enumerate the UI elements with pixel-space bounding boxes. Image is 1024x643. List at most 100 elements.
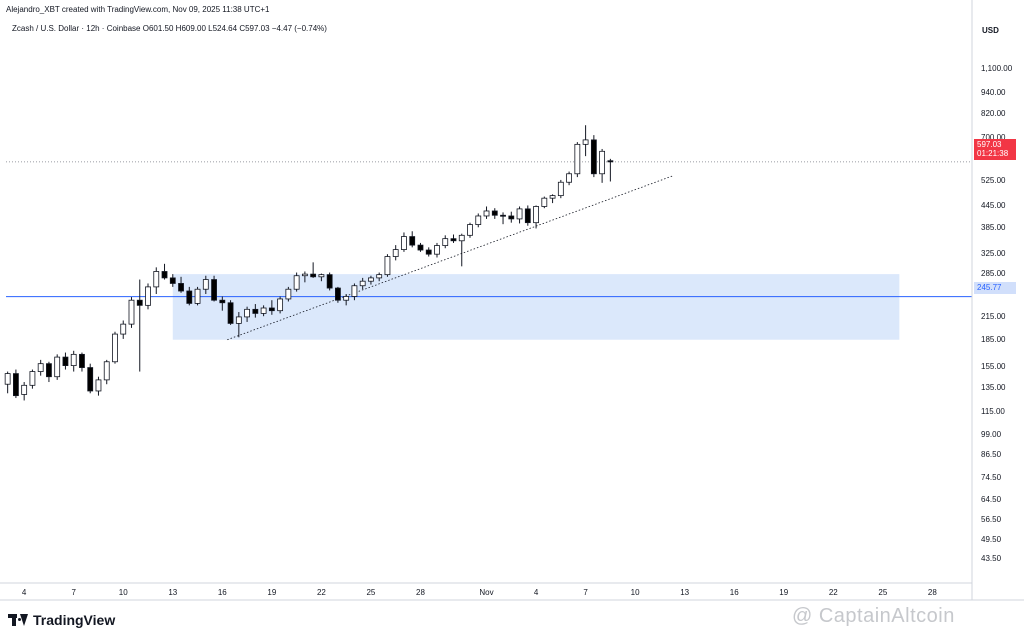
candle-body [566,173,572,183]
candle-body [607,160,614,163]
candle-body [285,288,292,300]
y-tick-label: 820.00 [981,108,1006,118]
candle-body [46,363,52,378]
candle-body [590,139,597,175]
candle-body [351,285,358,297]
y-tick-label: 185.00 [981,334,1006,344]
x-tick-label: 4 [21,588,27,597]
last-price-tag: 597.03 01:21:38 [974,139,1016,160]
candle-body [260,307,267,314]
chart-author-line: Alejandro_XBT created with TradingView.c… [6,5,270,14]
candle-body [112,333,118,363]
candle-body [557,181,564,197]
candle-body [549,195,556,199]
candle-body [21,384,28,395]
ascending-trendline [227,175,674,341]
candle-body [235,316,242,324]
candle-body [103,361,110,381]
x-tick-label: 19 [267,588,277,597]
candle-body [37,363,44,372]
candle-body [202,279,209,290]
candle-body [491,210,498,216]
candle-body [62,356,69,367]
y-tick-label: 940.00 [981,87,1006,97]
x-tick-label: 28 [416,588,425,597]
y-tick-label: 1,100.00 [981,64,1013,74]
x-tick-label: 7 [583,588,588,597]
y-tick-label: 285.00 [981,269,1006,279]
y-tick-label: 74.50 [981,472,1002,482]
y-tick-label: 325.00 [981,249,1006,259]
y-tick-label: 49.50 [981,534,1002,544]
candle-body [343,296,350,301]
y-tick-label: 135.00 [981,382,1006,392]
y-tick-label: 525.00 [981,176,1006,186]
candle-body [368,277,374,282]
candle-body [145,286,151,306]
y-tick-label: 215.00 [981,311,1006,321]
candle-body [425,249,432,255]
candle-body [29,371,36,386]
candle-body [120,323,127,335]
x-tick-label: Nov [479,588,494,597]
candle-body [384,256,391,276]
candle-body [500,214,506,217]
candle-body [136,299,143,306]
candle-body [417,244,424,251]
x-tick-label: 19 [779,588,789,597]
close-value: C597.03 [239,24,270,33]
candle-body [524,208,531,224]
candle-body [244,308,250,318]
candle-body [475,215,482,225]
currency-label: USD [982,26,999,35]
candle-body [318,274,325,278]
candle-body [359,280,366,287]
candle-body [434,245,440,255]
x-tick-label: 7 [71,588,76,597]
low-value: L524.64 [208,24,238,33]
x-tick-label: 10 [118,588,128,597]
candle-body [582,139,589,145]
candle-body [252,308,259,314]
x-tick-label: 13 [680,588,690,597]
candle-body [70,353,77,367]
y-tick-label: 155.00 [981,361,1006,371]
x-tick-label: 25 [366,588,376,597]
candle-body [599,150,606,175]
candle-body [541,197,548,207]
candle-body [533,206,539,224]
candle-countdown: 01:21:38 [977,149,1009,158]
tradingview-icon [8,614,28,626]
candle-body [128,299,135,325]
candle-body [442,238,449,246]
candle-body [87,367,94,392]
candle-body [409,236,416,246]
x-tick-label: 13 [168,588,178,597]
candle-body [13,373,19,397]
candle-body [467,224,473,236]
candle-body [335,287,341,301]
y-tick-label: 86.50 [981,450,1002,460]
y-tick-label: 43.50 [981,554,1002,564]
candle-body [194,288,201,304]
candle-body [227,302,234,324]
high-value: H609.00 [175,24,206,33]
x-tick-label: 22 [828,588,838,597]
watermark: @ CaptainAltcoin [792,605,955,627]
candle-body [95,379,102,392]
candle-body [211,279,217,301]
symbol-label[interactable]: Zcash / U.S. Dollar · 12h · Coinbase [12,24,141,33]
candle-body [161,271,168,279]
last-price-value: 597.03 [977,140,1002,149]
candle-body [277,298,284,312]
tradingview-logo[interactable]: TradingView [8,612,115,628]
candle-body [219,299,226,304]
candle-body [54,356,61,378]
x-tick-label: 28 [927,588,937,597]
open-value: O601.50 [142,24,174,33]
x-tick-label: 10 [630,588,640,597]
x-tick-label: 25 [878,588,888,597]
candle-body [458,234,465,242]
candle-body [79,353,85,368]
